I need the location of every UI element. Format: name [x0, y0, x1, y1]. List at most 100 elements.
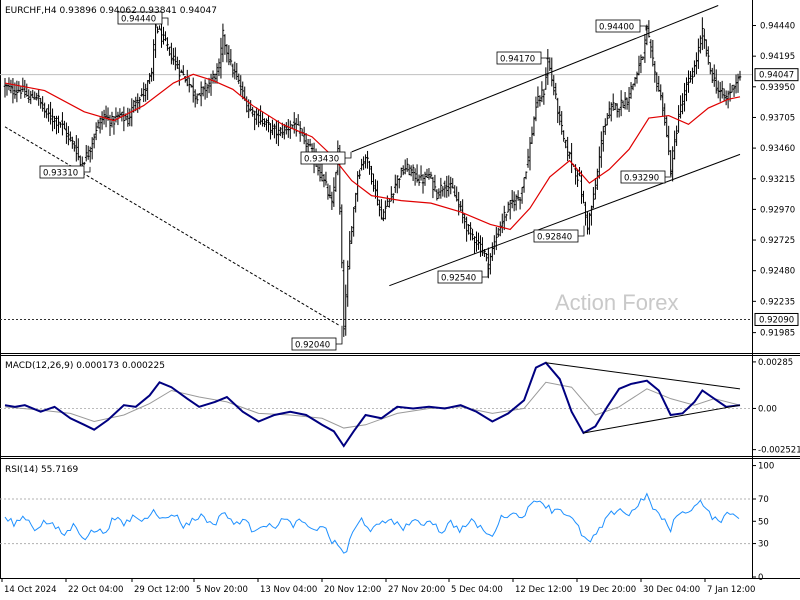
price-bar [663, 103, 667, 126]
price-bar [637, 55, 641, 76]
rsi-header: RSI(14) 55.7169 [5, 465, 78, 475]
price-annotation: 0.93290 [620, 169, 672, 184]
price-annotation-connector [482, 263, 489, 278]
price-bar [35, 92, 38, 101]
price-bar [330, 191, 334, 210]
price-bar [342, 259, 346, 337]
price-bar [185, 69, 189, 87]
moving-average-line [4, 73, 741, 231]
price-bar [370, 165, 373, 185]
price-bar [344, 284, 348, 336]
price-bar [27, 89, 31, 103]
price-bar [397, 178, 401, 189]
price-bar [738, 70, 742, 81]
price-bar [235, 63, 239, 81]
price-bar [493, 235, 496, 255]
price-bar [463, 213, 466, 229]
price-bar [570, 142, 573, 174]
price-bar [265, 118, 268, 131]
price-bar [255, 107, 258, 125]
price-bar [473, 236, 476, 254]
time-tick-label: 22 Oct 04:00 [68, 585, 123, 595]
price-bar [607, 101, 611, 119]
price-bar [334, 171, 338, 192]
price-bar [326, 183, 330, 200]
price-bar [479, 235, 482, 257]
price-bar [495, 226, 498, 251]
price-annotation-connector [345, 151, 352, 159]
price-bar [524, 171, 528, 180]
price-bar [296, 114, 300, 126]
rsi-tick-label: 100 [758, 462, 774, 472]
price-annotation: 0.94170 [496, 51, 548, 65]
price-bar [443, 180, 447, 198]
price-bar [31, 89, 35, 99]
time-tick-label: 5 Nov 20:00 [196, 585, 248, 595]
time-tick-label: 5 Dec 04:00 [451, 585, 503, 595]
price-bar [33, 91, 37, 100]
price-bar [217, 58, 221, 77]
rsi-tick-label: 30 [758, 540, 769, 550]
price-bar [162, 26, 165, 45]
price-bar [205, 83, 209, 98]
price-bar [118, 108, 122, 118]
price-bar [88, 146, 92, 163]
price-bar [249, 100, 252, 112]
price-bar [55, 115, 58, 135]
price-bar [627, 87, 631, 113]
price-bar [257, 109, 260, 128]
price-annotation-connector [578, 225, 585, 237]
price-bar [164, 31, 167, 42]
price-annotation-label: 0.92840 [537, 233, 572, 243]
price-bar [554, 82, 558, 100]
price-bar [411, 164, 415, 181]
price-bar [439, 177, 443, 199]
price-annotation: 0.94400 [595, 19, 647, 33]
macd-header: MACD(12,26,9) 0.000173 0.000225 [5, 361, 165, 371]
price-bar [500, 213, 504, 234]
price-bar [707, 46, 710, 65]
price-bar [609, 102, 613, 122]
price-bar [409, 165, 413, 177]
price-bar [189, 84, 193, 88]
price-annotation-connector [336, 325, 343, 345]
price-bar [671, 146, 674, 182]
price-bar [96, 119, 100, 129]
price-bar [681, 93, 684, 115]
macd-tick-label: 0.00285 [758, 358, 793, 368]
price-bar [675, 125, 678, 146]
price-bar [399, 167, 403, 178]
price-bar [227, 45, 231, 66]
price-bar [122, 106, 126, 132]
price-bar [691, 67, 694, 84]
price-bar [423, 171, 427, 186]
price-bar [435, 189, 439, 201]
price-bar [594, 178, 597, 200]
price-bar [182, 65, 185, 76]
price-bar [677, 105, 680, 133]
price-bar [613, 103, 617, 111]
price-bar [621, 100, 625, 109]
price-bar [308, 138, 312, 147]
price-annotation: 0.93430 [300, 151, 352, 165]
price-bar [229, 49, 233, 66]
price-bar [556, 97, 560, 124]
price-bar [708, 62, 712, 75]
price-bar [602, 125, 605, 152]
price-bar [417, 174, 421, 186]
price-annotation-connector [84, 166, 91, 173]
price-bar [368, 160, 371, 175]
price-bar [239, 75, 243, 96]
price-bar [590, 205, 593, 226]
price-bar [471, 228, 474, 241]
rsi-tick-label: 0 [758, 573, 763, 583]
price-bar [415, 164, 419, 183]
price-bar [689, 70, 692, 83]
price-bar [600, 131, 603, 168]
price-bar [15, 80, 19, 103]
price-bar [221, 23, 225, 63]
price-bar [174, 47, 177, 71]
price-bar [506, 201, 510, 213]
price-bar [180, 69, 183, 73]
price-bar [619, 90, 623, 117]
